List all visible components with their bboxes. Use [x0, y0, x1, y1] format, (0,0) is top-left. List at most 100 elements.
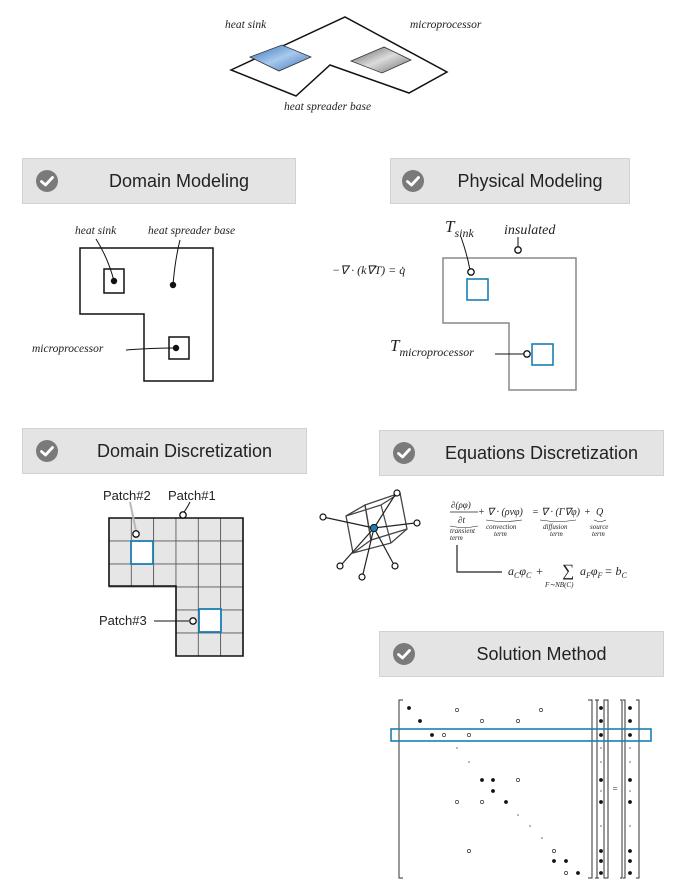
matrix-entry [491, 778, 495, 782]
matrix-entry [468, 761, 470, 763]
matrix-entry [455, 708, 459, 712]
grid-cell [220, 632, 244, 657]
header-domain-modeling: Domain Modeling [22, 158, 296, 204]
label-t-microprocessor: Tmicroprocessor [390, 336, 474, 359]
svg-text:term: term [450, 534, 463, 542]
grid-cell [220, 563, 244, 588]
matrix-entry [629, 761, 631, 763]
top-label-base: heat spreader base [284, 101, 371, 113]
grid-outline [108, 517, 244, 657]
matrix-entry [629, 790, 631, 792]
section-title: Domain Modeling [108, 170, 250, 191]
svg-text:+: + [584, 507, 591, 518]
label-patch2: Patch#2 [103, 488, 151, 503]
grid-cell [108, 563, 132, 588]
svg-text:= ∇ · (Γ∇φ): = ∇ · (Γ∇φ) [532, 507, 581, 518]
matrix-entry [600, 825, 602, 827]
insulated-marker [514, 246, 522, 254]
matrix-entry [529, 825, 531, 827]
leader-patch1 [183, 501, 191, 513]
highlighted-row [390, 728, 652, 742]
svg-text:transient: transient [450, 527, 476, 535]
header-domain-discretization: Domain Discretization [22, 428, 307, 474]
matrix-entry [629, 747, 631, 749]
derivation-arrow [456, 545, 502, 573]
matrix-entry [455, 800, 459, 804]
matrix-entry [467, 733, 471, 737]
matrix-entry [564, 871, 568, 875]
grid-cell [130, 563, 155, 588]
matrix-entry [564, 859, 568, 863]
matrix-entry [480, 800, 484, 804]
label-t-sink: Tsink [445, 217, 474, 240]
leader-heat-sink [95, 238, 115, 282]
matrix-entry [430, 733, 434, 737]
check-icon [393, 442, 415, 464]
matrix-entry [552, 859, 556, 863]
transport-equation: ∂(ρφ) ∂t + ∇ · (ρvφ) = ∇ · (Γ∇φ) + Q tra… [449, 500, 628, 589]
matrix-entry [480, 719, 484, 723]
svg-text:∂(ρφ): ∂(ρφ) [451, 500, 471, 510]
leader-microprocessor [125, 347, 177, 351]
grid-cell [197, 632, 222, 657]
grid-cell [175, 586, 199, 611]
svg-text:∂t: ∂t [458, 515, 465, 525]
label-patch1: Patch#1 [168, 488, 216, 503]
svg-text:term: term [592, 530, 605, 538]
matrix-entry [628, 859, 632, 863]
grid-cell [197, 586, 222, 611]
section-title: Solution Method [476, 643, 607, 664]
matrix-entry [599, 706, 603, 710]
patch1-marker [179, 511, 187, 519]
section-title: Equations Discretization [444, 442, 639, 463]
matrix-entry [552, 849, 556, 853]
grid-cell [108, 540, 132, 565]
header-physical-modeling: Physical Modeling [390, 158, 630, 204]
matrix-brackets [398, 699, 640, 879]
label-base: heat spreader base [148, 225, 235, 237]
grid-cell [220, 586, 244, 611]
grid-cell [197, 517, 222, 542]
matrix-entry [629, 825, 631, 827]
svg-text:term: term [550, 530, 563, 538]
matrix-entry [599, 719, 603, 723]
microprocessor-shape [349, 46, 412, 74]
grid-cell [175, 632, 199, 657]
matrix-entry [599, 800, 603, 804]
label-microprocessor: microprocessor [32, 343, 104, 355]
physical-model-diagram: Tsink insulated Tmicroprocessor −∇ · (k∇… [332, 217, 577, 391]
governing-equation: −∇ · (k∇T) = q̇ [332, 263, 405, 277]
matrix-entry [599, 859, 603, 863]
heat-sink-box [103, 268, 125, 294]
domain-model-diagram: heat sink heat spreader base microproces… [32, 225, 235, 382]
matrix-entry [418, 719, 422, 723]
label-insulated: insulated [504, 223, 556, 238]
patch2-marker [132, 530, 140, 538]
matrix-entry [628, 800, 632, 804]
matrix-entry [539, 708, 543, 712]
svg-text:term: term [494, 530, 507, 538]
top-schematic: heat sink microprocessor heat spreader b… [225, 16, 482, 113]
leader-t-sink [460, 236, 471, 271]
matrix-entry [600, 790, 602, 792]
t-micro-marker [523, 350, 531, 358]
svg-text:+ ∇ · (ρvφ): + ∇ · (ρvφ) [478, 507, 524, 518]
matrix-entry [628, 849, 632, 853]
grid-cell [153, 540, 177, 565]
matrix-entry [442, 733, 446, 737]
matrix-entry [467, 849, 471, 853]
grid-cell [175, 563, 199, 588]
matrix-entry [541, 837, 543, 839]
leader-patch2 [129, 501, 137, 532]
svg-text:Q: Q [596, 507, 604, 518]
section-title: Physical Modeling [457, 170, 603, 191]
matrix-entry [491, 789, 495, 793]
patch2-highlight [130, 540, 154, 565]
sink-boundary-box [466, 278, 489, 301]
matrix-entry [628, 733, 632, 737]
matrix-entry [599, 849, 603, 853]
svg-text:F∼NB(C): F∼NB(C) [544, 581, 574, 589]
matrix-entry [599, 778, 603, 782]
discretization-grid: Patch#2 Patch#1 Patch#3 [99, 488, 244, 657]
physical-outline [442, 257, 577, 391]
